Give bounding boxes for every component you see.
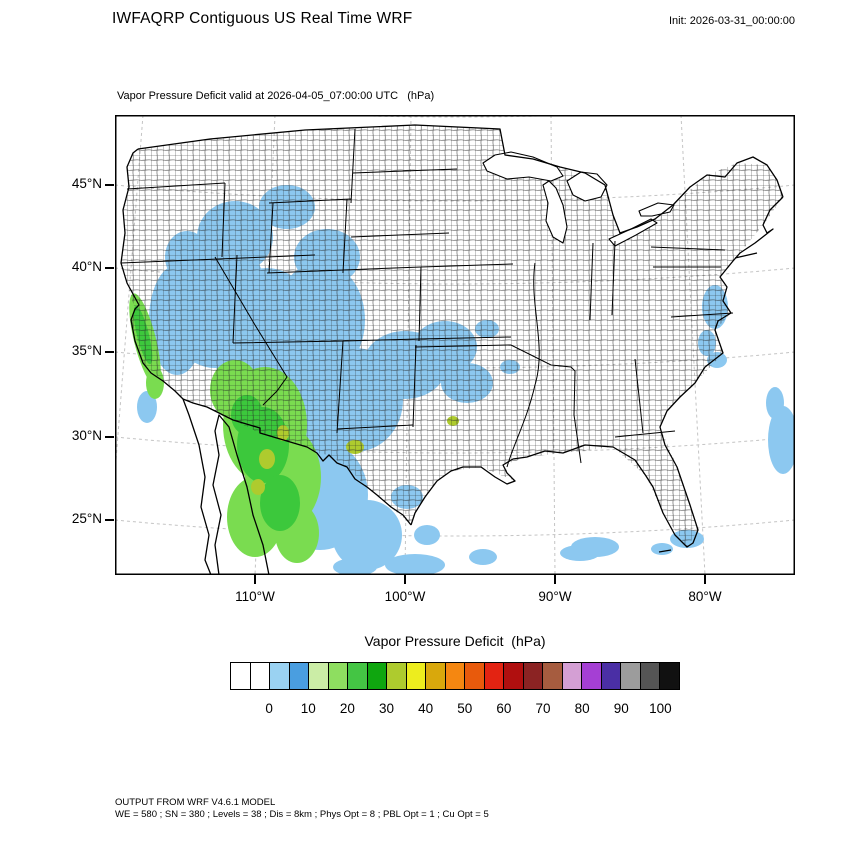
colorbar-swatch	[231, 663, 250, 689]
page-title: IWFAQRP Contiguous US Real Time WRF	[112, 10, 413, 27]
lake-michigan	[542, 180, 568, 244]
colorbar-swatch	[561, 663, 582, 689]
lat-tick-label: 40°N	[71, 259, 102, 274]
colorbar-swatch	[464, 663, 484, 689]
colorbar-swatch	[483, 663, 504, 689]
colorbar-swatch	[405, 663, 426, 689]
colorbar-tick-label: 80	[574, 701, 590, 716]
conus-map	[106, 100, 798, 576]
colorbar-swatch	[542, 663, 562, 689]
map-frame-border	[115, 115, 795, 575]
coastlines	[120, 124, 784, 576]
lon-tick-mark	[704, 575, 706, 584]
long-island	[734, 252, 758, 259]
colorbar-tick-label: 10	[300, 701, 316, 716]
pacific-coast	[120, 148, 184, 400]
county-mesh	[121, 125, 783, 547]
colorbar-tick-label: 50	[457, 701, 473, 716]
colorbar-swatch	[503, 663, 523, 689]
colorbar-tick-label: 20	[339, 701, 355, 716]
colorbar-title: Vapor Pressure Deficit (hPa)	[364, 633, 546, 649]
lat-tick-mark	[105, 184, 114, 186]
state-borders	[120, 128, 734, 468]
lon-tick-label: 100°W	[384, 589, 426, 604]
colorbar-swatch	[386, 663, 406, 689]
lat-tick-mark	[105, 351, 114, 353]
init-timestamp: Init: 2026-03-31_00:00:00	[669, 15, 795, 27]
colorbar-swatch	[581, 663, 601, 689]
lat-tick-mark	[105, 267, 114, 269]
colorbar-swatch	[600, 663, 621, 689]
valid-time-subtitle: Vapor Pressure Deficit valid at 2026-04-…	[117, 90, 435, 102]
lat-tick-label: 25°N	[71, 511, 102, 526]
atlantic-gulf-coast	[410, 196, 784, 548]
colorbar-swatch	[425, 663, 445, 689]
lon-tick-mark	[404, 575, 406, 584]
colorbar-swatch	[366, 663, 387, 689]
lat-tick-mark	[105, 519, 114, 521]
colorbar-swatch	[639, 663, 660, 689]
model-config-note: WE = 580 ; SN = 380 ; Levels = 38 ; Dis …	[115, 809, 489, 820]
gulf-of-california-coast	[212, 414, 270, 576]
colorbar-swatch	[269, 663, 289, 689]
colorbar-swatch	[288, 663, 309, 689]
lake-superior	[482, 151, 564, 182]
colorbar-swatch	[347, 663, 367, 689]
colorbar-tick-label: 30	[379, 701, 395, 716]
lon-tick-label: 90°W	[538, 589, 572, 604]
colorbar-swatch	[308, 663, 328, 689]
colorbar	[230, 662, 680, 690]
colorbar-tick-label: 0	[265, 701, 273, 716]
lat-tick-mark	[105, 436, 114, 438]
map-area	[106, 100, 798, 576]
lake-ontario	[638, 202, 675, 217]
colorbar-tick-label: 70	[535, 701, 551, 716]
model-output-note: OUTPUT FROM WRF V4.6.1 MODEL	[115, 797, 276, 808]
colorbar-tick-label: 60	[496, 701, 512, 716]
lon-tick-mark	[254, 575, 256, 584]
us-canada-border	[137, 124, 784, 234]
lon-tick-label: 110°W	[235, 589, 275, 604]
colorbar-swatch	[522, 663, 543, 689]
lat-tick-label: 45°N	[71, 176, 102, 191]
colorbar-tick-labels: 0 10 20 30 40 50 60 70 80 90 100	[230, 701, 680, 719]
rio-grande-border	[182, 398, 412, 526]
colorbar-swatch	[659, 663, 679, 689]
lon-tick-label: 80°W	[688, 589, 722, 604]
colorbar-swatch	[620, 663, 640, 689]
lat-tick-label: 35°N	[71, 343, 102, 358]
lat-tick-label: 30°N	[71, 428, 102, 443]
colorbar-tick-label: 40	[418, 701, 434, 716]
colorbar-swatch	[444, 663, 465, 689]
colorbar-swatch	[327, 663, 348, 689]
colorbar-swatch	[249, 663, 270, 689]
lon-tick-mark	[554, 575, 556, 584]
baja-coast	[182, 398, 212, 576]
colorbar-tick-label: 100	[649, 701, 672, 716]
great-lakes	[482, 151, 675, 247]
colorbar-tick-label: 90	[613, 701, 629, 716]
florida-keys	[658, 549, 672, 553]
